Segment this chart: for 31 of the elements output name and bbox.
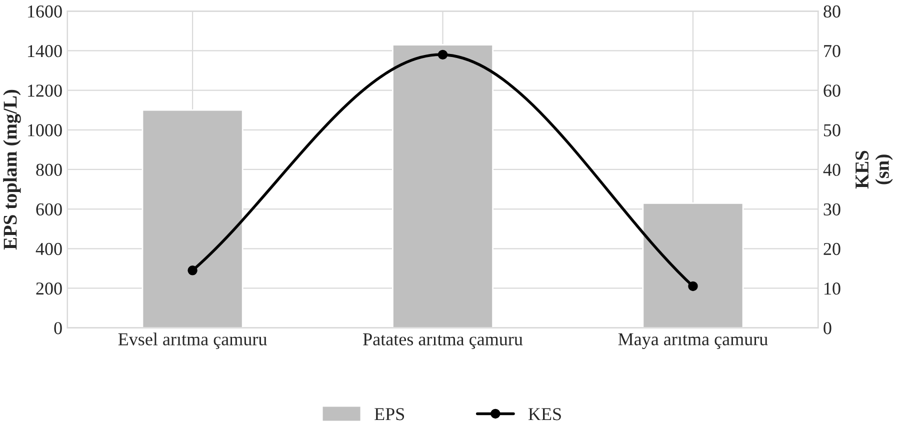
x-tick-label: Maya arıtma çamuru bbox=[618, 333, 768, 350]
y-axis-title: EPS toplam (mg/L) bbox=[3, 90, 21, 250]
y2-tick-label: 40 bbox=[823, 164, 840, 176]
point bbox=[688, 281, 698, 292]
y-tick-label: 1200 bbox=[28, 84, 62, 97]
y2-tick-label: 10 bbox=[824, 282, 840, 295]
legend-label: KES bbox=[528, 408, 561, 420]
y-tick-label: 0 bbox=[54, 322, 62, 334]
y-tick-label: 400 bbox=[36, 242, 62, 256]
y2-tick-label: 20 bbox=[824, 242, 840, 256]
y2-tick-label: 50 bbox=[824, 124, 840, 136]
y-tick-label: 1400 bbox=[28, 44, 62, 58]
y-tick-label: 200 bbox=[36, 282, 62, 295]
y2-tick-label: 60 bbox=[824, 84, 840, 97]
y-tick-label: 1000 bbox=[28, 124, 62, 136]
bar bbox=[392, 44, 494, 328]
y2-tick-label: 80 bbox=[824, 5, 840, 18]
y2-tick-label: 0 bbox=[824, 322, 832, 334]
legend-label: EPS bbox=[374, 408, 404, 420]
bar bbox=[142, 109, 244, 328]
point bbox=[188, 266, 198, 276]
x-tick-label: Patates arıtma çamuru bbox=[363, 333, 523, 350]
y-tick-label: 1600 bbox=[28, 5, 62, 18]
y2-tick-label: 70 bbox=[824, 44, 840, 58]
point bbox=[438, 50, 448, 60]
y-tick-label: 600 bbox=[36, 203, 62, 216]
y-tick-label: 800 bbox=[36, 164, 62, 176]
bar bbox=[642, 202, 744, 328]
y2-axis-title: KES (sn) bbox=[856, 150, 893, 189]
x-tick-label: Evsel arıtma çamuru bbox=[118, 332, 267, 350]
y2-tick-label: 30 bbox=[824, 203, 840, 216]
